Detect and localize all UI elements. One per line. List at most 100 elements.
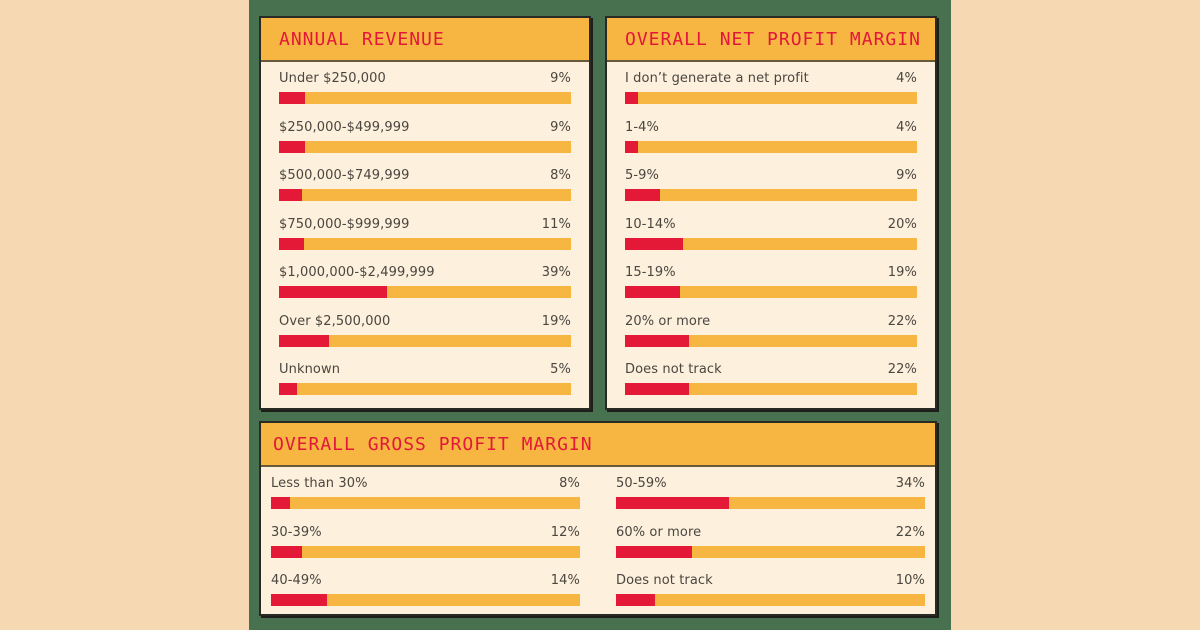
bar-label: Does not track bbox=[625, 362, 722, 377]
bar-value: 19% bbox=[541, 313, 571, 329]
bar-track bbox=[625, 92, 917, 104]
bar-track bbox=[616, 497, 925, 509]
bar-track bbox=[616, 545, 925, 558]
bar-value: 5% bbox=[550, 362, 571, 377]
bar-label: 50-59% bbox=[616, 476, 667, 491]
bar-value: 9% bbox=[550, 119, 571, 135]
bar-track bbox=[616, 594, 925, 606]
net-profit-panel: OVERALL NET PROFIT MARGIN I don’t genera… bbox=[605, 16, 937, 410]
bar-track bbox=[279, 334, 571, 347]
bar-row-header: I don’t generate a net profit 4% bbox=[625, 70, 917, 88]
bar-fill bbox=[625, 189, 661, 201]
bar-value: 11% bbox=[541, 216, 571, 232]
bar-fill bbox=[279, 237, 304, 250]
bar-label: Over $2,500,000 bbox=[279, 313, 391, 329]
bar-fill bbox=[616, 497, 729, 509]
bar-row-header: $500,000-$749,999 8% bbox=[279, 167, 571, 185]
bar-fill bbox=[616, 545, 692, 558]
bar-label: 60% or more bbox=[616, 524, 702, 540]
bar-list: I don’t generate a net profit 4% 1-4% 4% 5-9… bbox=[607, 62, 935, 410]
bar-value: 34% bbox=[895, 476, 925, 491]
panel-header: OVERALL NET PROFIT MARGIN bbox=[607, 18, 935, 62]
bar-track bbox=[279, 189, 571, 201]
bar-fill bbox=[625, 140, 638, 153]
panel-header: OVERALL GROSS PROFIT MARGIN bbox=[261, 423, 935, 467]
bar-track bbox=[279, 140, 571, 153]
bar-value: 22% bbox=[887, 362, 917, 377]
bar-value: 20% bbox=[887, 216, 917, 232]
bar-label: $500,000-$749,999 bbox=[279, 168, 410, 183]
bar-track bbox=[625, 189, 917, 201]
bar-row: $1,000,000-$2,499,999 39% bbox=[279, 264, 571, 313]
bar-label: Does not track bbox=[616, 573, 713, 588]
bar-value: 19% bbox=[887, 265, 917, 280]
bar-row: 30-39% 12% bbox=[271, 524, 580, 573]
bar-fill bbox=[279, 189, 303, 201]
bar-row-header: Under $250,000 9% bbox=[279, 70, 571, 88]
bar-value: 9% bbox=[550, 71, 571, 86]
bar-track bbox=[279, 383, 571, 395]
bar-row: 1-4% 4% bbox=[625, 119, 917, 168]
bar-track bbox=[625, 334, 917, 347]
bar-track bbox=[271, 594, 580, 606]
bar-label: I don’t generate a net profit bbox=[625, 71, 809, 86]
bar-row: 50-59% 34% bbox=[616, 475, 925, 524]
bar-label: 10-14% bbox=[625, 216, 676, 232]
bar-row: $750,000-$999,999 11% bbox=[279, 216, 571, 265]
annual-revenue-panel: ANNUAL REVENUE Under $250,000 9% $250,000-… bbox=[259, 16, 591, 410]
bar-row: I don’t generate a net profit 4% bbox=[625, 70, 917, 119]
bar-label: $1,000,000-$2,499,999 bbox=[279, 265, 435, 280]
bar-fill bbox=[625, 92, 638, 104]
bar-track bbox=[625, 237, 917, 250]
panel-title: OVERALL NET PROFIT MARGIN bbox=[625, 28, 921, 50]
bar-track bbox=[271, 497, 580, 509]
bar-row-header: 10-14% 20% bbox=[625, 216, 917, 234]
bar-label: $750,000-$999,999 bbox=[279, 216, 410, 232]
bar-row-header: Unknown 5% bbox=[279, 361, 571, 379]
panel-title: ANNUAL REVENUE bbox=[279, 28, 445, 50]
bar-fill bbox=[279, 334, 329, 347]
bar-label: 5-9% bbox=[625, 168, 659, 183]
bar-row: 20% or more 22% bbox=[625, 313, 917, 362]
gross-profit-panel: OVERALL GROSS PROFIT MARGIN Less than 30… bbox=[259, 421, 937, 616]
bar-value: 22% bbox=[887, 313, 917, 329]
bar-track bbox=[625, 286, 917, 298]
bar-row: 15-19% 19% bbox=[625, 264, 917, 313]
bar-fill bbox=[625, 334, 690, 347]
bar-row: 10-14% 20% bbox=[625, 216, 917, 265]
bar-row-header: $750,000-$999,999 11% bbox=[279, 216, 571, 234]
bar-row: Over $2,500,000 19% bbox=[279, 313, 571, 362]
bar-row: Under $250,000 9% bbox=[279, 70, 571, 119]
bar-track bbox=[625, 140, 917, 153]
bar-label: 1-4% bbox=[625, 119, 659, 135]
bar-row-header: $1,000,000-$2,499,999 39% bbox=[279, 264, 571, 282]
bar-row: 40-49% 14% bbox=[271, 572, 580, 621]
bar-value: 4% bbox=[896, 71, 917, 86]
bar-label: 30-39% bbox=[271, 524, 322, 540]
bar-label: 40-49% bbox=[271, 573, 322, 588]
bar-fill bbox=[625, 286, 681, 298]
bar-row-header: 5-9% 9% bbox=[625, 167, 917, 185]
bar-label: 20% or more bbox=[625, 313, 711, 329]
bar-row-header: Over $2,500,000 19% bbox=[279, 313, 571, 331]
bar-fill bbox=[271, 497, 290, 509]
panel-header: ANNUAL REVENUE bbox=[261, 18, 589, 62]
bar-row-header: Less than 30% 8% bbox=[271, 475, 580, 493]
bar-row-header: Does not track 22% bbox=[625, 361, 917, 379]
bar-value: 8% bbox=[559, 476, 580, 491]
bar-value: 12% bbox=[550, 524, 580, 540]
bar-row: Less than 30% 8% bbox=[271, 475, 580, 524]
bar-row-header: 15-19% 19% bbox=[625, 264, 917, 282]
bar-track bbox=[279, 286, 571, 298]
bar-row: 60% or more 22% bbox=[616, 524, 925, 573]
bar-label: 15-19% bbox=[625, 265, 676, 280]
bar-row-header: 30-39% 12% bbox=[271, 524, 580, 542]
bar-track bbox=[625, 383, 917, 395]
bar-fill bbox=[279, 383, 297, 395]
bar-row-header: 50-59% 34% bbox=[616, 475, 925, 493]
bar-row: Does not track 22% bbox=[625, 361, 917, 410]
bar-fill bbox=[279, 286, 388, 298]
bar-row: Does not track 10% bbox=[616, 572, 925, 621]
bar-row-header: 60% or more 22% bbox=[616, 524, 925, 542]
gross-columns: Less than 30% 8% 30-39% 12% 40-49% 14% 50-59%… bbox=[261, 467, 935, 621]
